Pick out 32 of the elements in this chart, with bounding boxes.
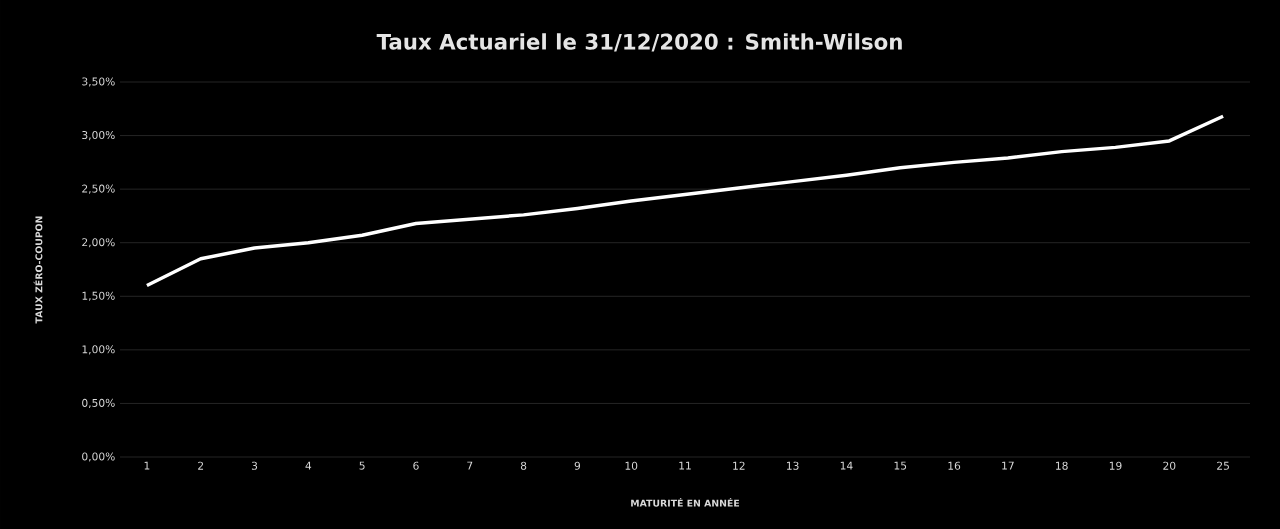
x-tick-label: 18 <box>1056 461 1068 470</box>
x-tick-label: 19 <box>1109 461 1122 470</box>
y-tick-label: 0,00% <box>82 452 115 462</box>
x-tick-label: 14 <box>840 461 853 470</box>
x-axis-title: MATURITÉ EN ANNÉE <box>631 497 740 507</box>
x-tick-label: 15 <box>894 461 907 470</box>
x-tick-label: 25 <box>1217 461 1229 470</box>
y-tick-label: 2,50% <box>82 184 115 194</box>
x-tick-label: 10 <box>625 461 638 470</box>
x-tick-label: 7 <box>467 461 473 470</box>
x-tick-label: 9 <box>574 461 581 470</box>
chart-title: Taux Actuariel le 31/12/2020 : Smith-Wilson <box>376 33 902 52</box>
y-tick-label: 0,50% <box>82 398 115 408</box>
y-tick-label: 3,00% <box>82 130 115 141</box>
x-tick-label: 3 <box>251 461 258 470</box>
x-tick-label: 5 <box>359 461 365 470</box>
y-tick-label: 1,00% <box>82 345 115 355</box>
x-tick-label: 2 <box>198 461 204 470</box>
x-tick-label: 1 <box>144 461 150 470</box>
y-tick-label: 2,00% <box>82 238 115 248</box>
y-tick-label: 1,50% <box>82 291 115 301</box>
x-tick-label: 6 <box>413 461 419 470</box>
y-axis-title: TAUX ZÉRO-COUPON <box>33 216 43 324</box>
x-tick-label: 11 <box>679 461 691 470</box>
x-tick-label: 13 <box>787 461 799 470</box>
x-tick-label: 17 <box>1002 461 1014 470</box>
x-tick-label: 12 <box>733 461 745 470</box>
y-tick-label: 3,50% <box>82 77 115 87</box>
x-tick-label: 16 <box>948 461 961 470</box>
x-tick-label: 4 <box>305 461 312 470</box>
x-tick-label: 8 <box>520 461 527 470</box>
x-tick-label: 20 <box>1163 461 1176 470</box>
